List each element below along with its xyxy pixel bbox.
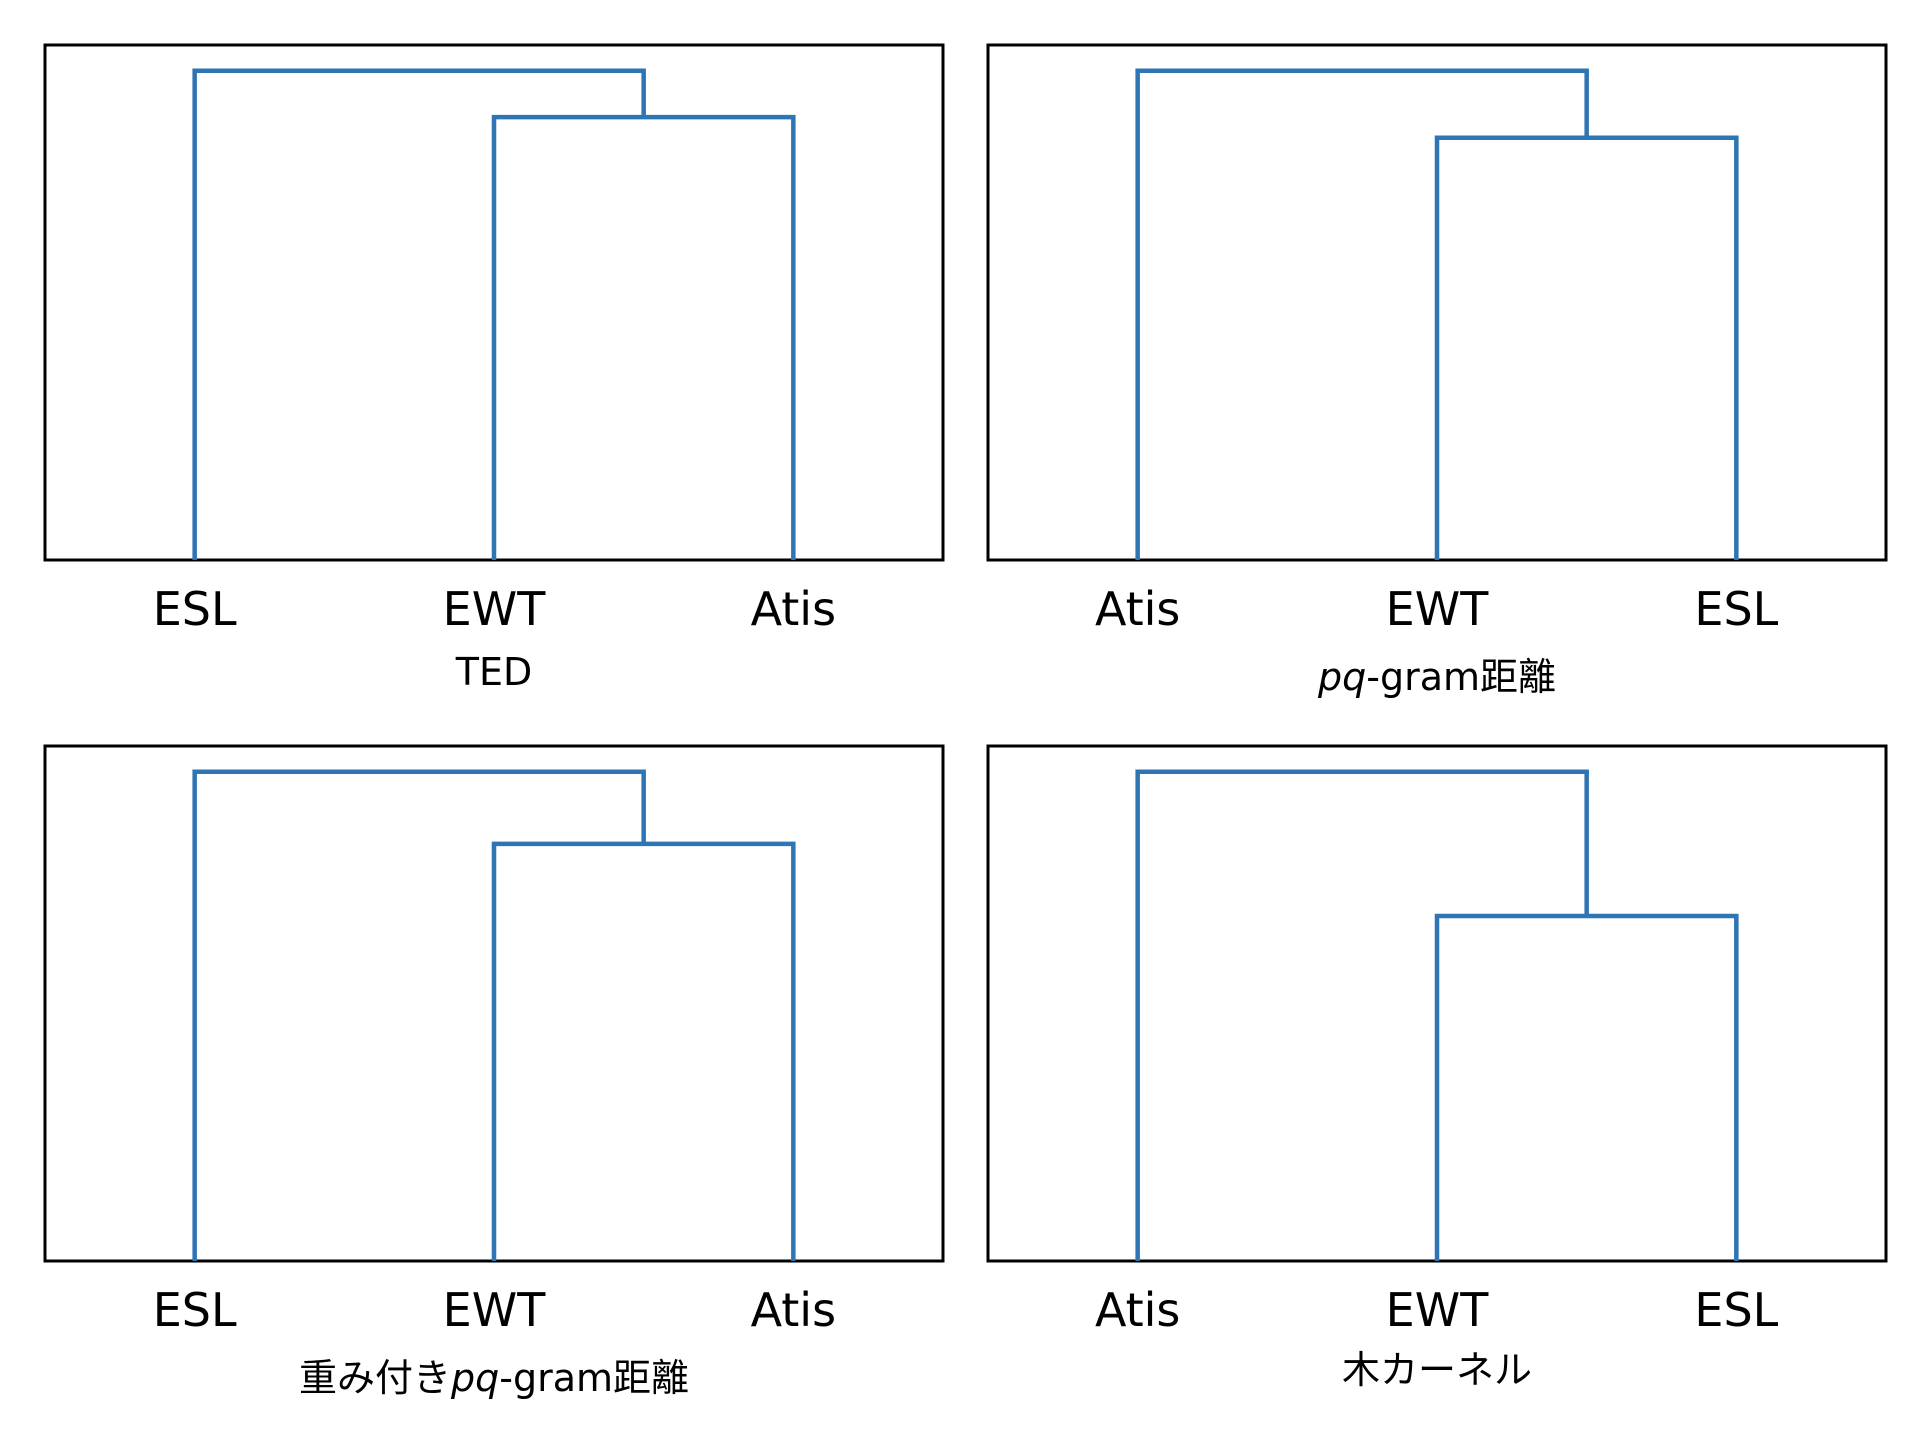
dendrogram-panel-2: Atis EWT ESL pq-gram距離 xyxy=(986,43,1888,699)
leaf-label-atis: Atis xyxy=(751,582,836,636)
dendrogram-link-1 xyxy=(1434,913,1739,1261)
leaf-label-ewt: EWT xyxy=(1386,1283,1490,1337)
dendrogram-link-1 xyxy=(491,114,796,560)
panel-title: 木カーネル xyxy=(1342,1348,1532,1392)
panel-title: 重み付きpq-gram距離 xyxy=(299,1356,689,1400)
leaf-label-atis: Atis xyxy=(1095,582,1180,636)
leaf-label-esl: ESL xyxy=(1694,582,1778,636)
leaf-label-esl: ESL xyxy=(153,582,237,636)
dendrogram-link-2 xyxy=(192,68,646,560)
dendrogram-panel-3: ESL EWT Atis 重み付きpq-gram距離 xyxy=(43,744,945,1400)
title-rest: -gram距離 xyxy=(1366,655,1556,699)
panel-title: pq-gram距離 xyxy=(1317,655,1556,699)
leaf-label-ewt: EWT xyxy=(1386,582,1490,636)
title-italic: pq xyxy=(450,1356,499,1400)
leaf-label-atis: Atis xyxy=(1095,1283,1180,1337)
leaf-label-ewt: EWT xyxy=(443,582,547,636)
title-rest: -gram距離 xyxy=(499,1356,689,1400)
dendrogram-link-1 xyxy=(1434,135,1739,560)
dendrogram-link-2 xyxy=(1135,68,1589,560)
leaf-label-esl: ESL xyxy=(1694,1283,1778,1337)
title-prefix: 重み付き xyxy=(299,1356,451,1400)
title-italic: pq xyxy=(1317,655,1366,699)
leaf-label-esl: ESL xyxy=(153,1283,237,1337)
leaf-label-ewt: EWT xyxy=(443,1283,547,1337)
dendrogram-panel-1: ESL EWT Atis TED xyxy=(43,43,945,694)
dendrogram-link-2 xyxy=(1135,769,1589,1261)
dendrogram-link-2 xyxy=(192,769,646,1261)
dendrogram-link-1 xyxy=(491,841,796,1261)
dendrogram-panel-4: Atis EWT ESL 木カーネル xyxy=(986,744,1888,1392)
panel-title: TED xyxy=(455,650,532,694)
leaf-label-atis: Atis xyxy=(751,1283,836,1337)
